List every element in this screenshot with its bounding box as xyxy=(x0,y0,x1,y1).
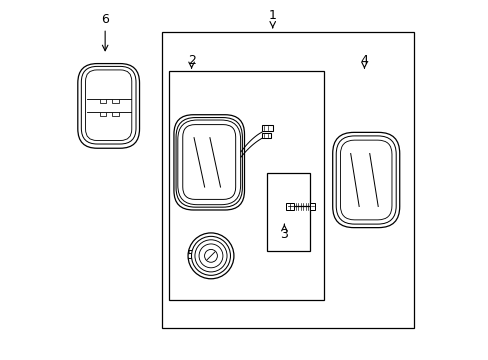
Bar xyxy=(309,203,314,210)
Bar xyxy=(286,203,294,210)
Bar xyxy=(262,125,272,131)
FancyBboxPatch shape xyxy=(183,125,235,199)
FancyBboxPatch shape xyxy=(174,115,244,210)
FancyBboxPatch shape xyxy=(176,118,242,207)
Text: 5: 5 xyxy=(186,249,195,262)
FancyBboxPatch shape xyxy=(78,64,139,148)
Text: 6: 6 xyxy=(101,13,109,26)
Circle shape xyxy=(188,233,233,279)
Circle shape xyxy=(195,240,226,272)
Bar xyxy=(112,99,118,103)
FancyBboxPatch shape xyxy=(85,70,131,140)
Bar xyxy=(168,71,323,300)
Bar xyxy=(161,32,413,328)
Bar xyxy=(262,133,271,138)
Bar xyxy=(267,173,309,251)
Bar xyxy=(100,112,106,117)
Text: 4: 4 xyxy=(360,54,367,67)
FancyBboxPatch shape xyxy=(178,120,240,205)
Bar xyxy=(100,99,106,103)
Text: 1: 1 xyxy=(268,9,276,22)
Circle shape xyxy=(199,244,223,268)
Circle shape xyxy=(191,237,230,275)
Text: 2: 2 xyxy=(187,54,195,67)
FancyBboxPatch shape xyxy=(340,140,391,220)
Text: 3: 3 xyxy=(280,228,288,241)
FancyBboxPatch shape xyxy=(332,132,399,228)
Bar xyxy=(112,112,118,117)
